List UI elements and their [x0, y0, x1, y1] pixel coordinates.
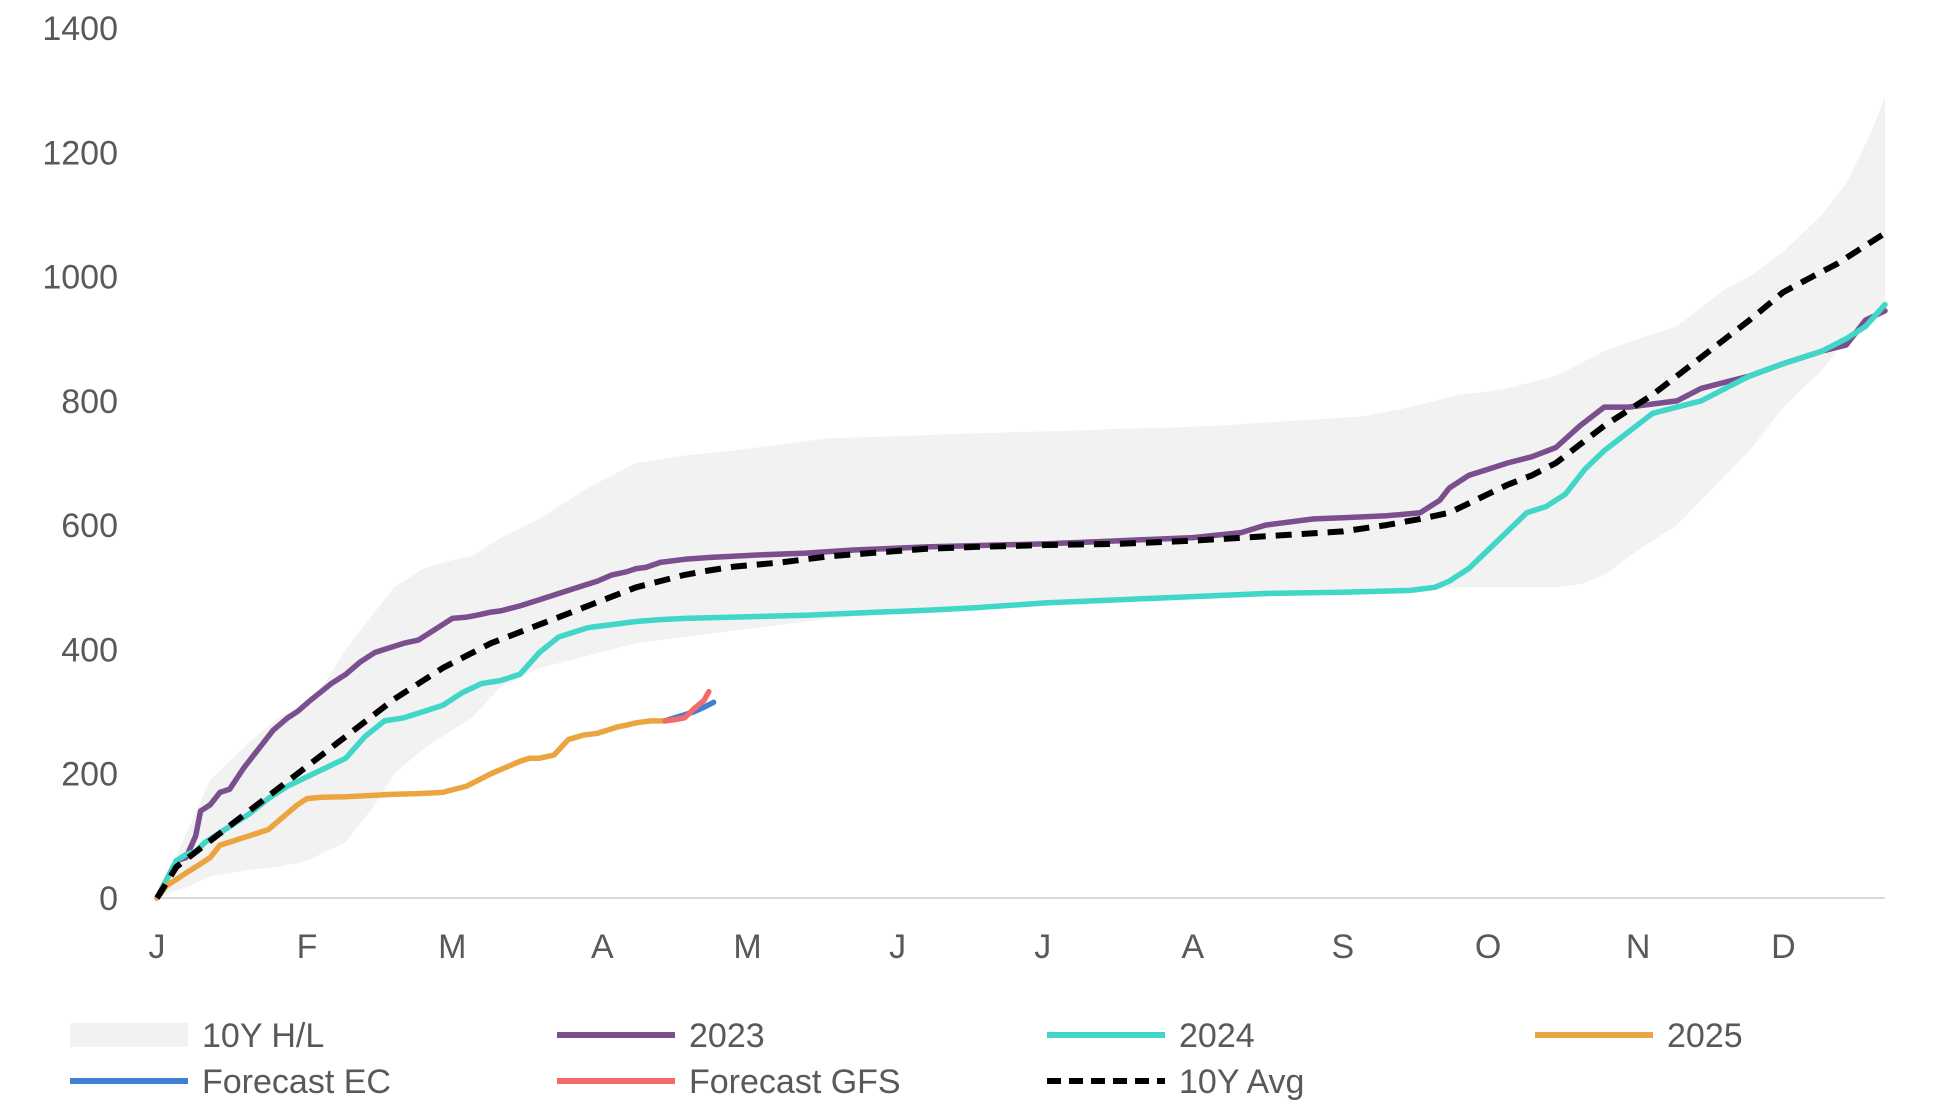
y-tick-label: 1000	[42, 259, 118, 297]
high-low-band-layer	[157, 96, 1885, 898]
x-tick-label: D	[1771, 928, 1796, 966]
series-line-2025	[154, 715, 678, 901]
x-tick-label: J	[1034, 928, 1051, 966]
legend-label: 2025	[1667, 1017, 1743, 1055]
band-10y-h-l	[157, 96, 1885, 898]
x-tick-label: N	[1626, 928, 1651, 966]
y-tick-label: 400	[61, 631, 118, 669]
x-tick-label: A	[591, 928, 614, 966]
y-tick-label: 1400	[42, 10, 118, 48]
x-tick-label: O	[1475, 928, 1501, 966]
x-tick-label: A	[1181, 928, 1204, 966]
legend-item-2023: 2023	[557, 1017, 765, 1055]
legend: 10Y H/L 2023 2024 2025 Forecast EC Forecast G…	[70, 1017, 1743, 1101]
series-line-2024	[154, 301, 1888, 901]
series-line-10y-avg	[154, 230, 1887, 900]
x-tick-label: J	[149, 928, 166, 966]
y-tick-label: 1200	[42, 134, 118, 172]
legend-label: 10Y H/L	[202, 1017, 324, 1055]
series-layer	[154, 230, 1888, 901]
y-axis-ticks: 0 200 400 600 800 1000 1200 1400	[42, 10, 118, 918]
x-tick-label: S	[1332, 928, 1355, 966]
legend-label: 2024	[1179, 1017, 1255, 1055]
y-tick-label: 600	[61, 507, 118, 545]
legend-label: 10Y Avg	[1179, 1063, 1304, 1101]
legend-item-forecast-gfs: Forecast GFS	[557, 1063, 901, 1101]
x-tick-label: F	[297, 928, 318, 966]
x-tick-label: M	[438, 928, 466, 966]
y-tick-label: 0	[99, 880, 118, 918]
y-tick-label: 800	[61, 383, 118, 421]
legend-item-2025: 2025	[1535, 1017, 1743, 1055]
legend-label: 2023	[689, 1017, 765, 1055]
legend-item-10y-avg: 10Y Avg	[1047, 1063, 1304, 1101]
legend-label: Forecast GFS	[689, 1063, 901, 1101]
legend-item-forecast-ec: Forecast EC	[70, 1063, 391, 1101]
legend-item-10y-h-l: 10Y H/L	[70, 1017, 324, 1055]
x-tick-label: J	[889, 928, 906, 966]
x-tick-label: M	[733, 928, 761, 966]
series-line-2023	[154, 308, 1888, 901]
legend-item-2024: 2024	[1047, 1017, 1255, 1055]
y-tick-label: 200	[61, 756, 118, 794]
series-line-forecast-gfs	[662, 688, 712, 724]
legend-label: Forecast EC	[202, 1063, 391, 1101]
legend-swatch	[70, 1023, 188, 1047]
